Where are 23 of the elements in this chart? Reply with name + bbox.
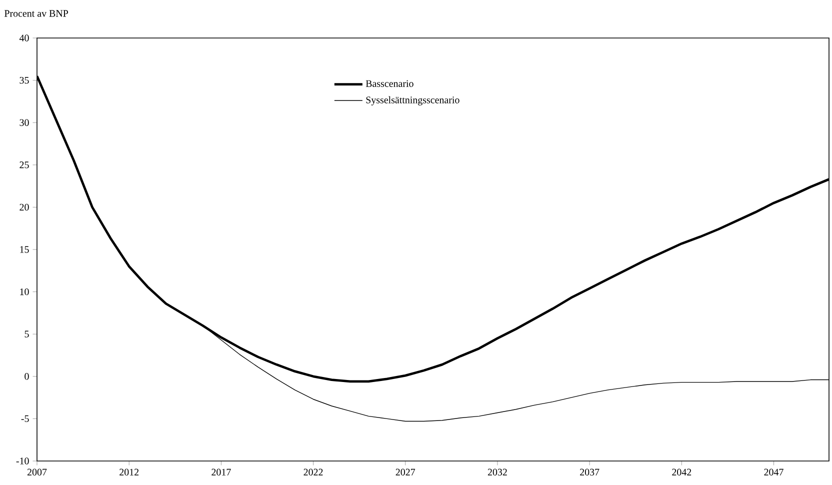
legend-label: Sysselsättningsscenario <box>366 96 460 106</box>
x-tick-label: 2047 <box>764 468 784 476</box>
y-tick-label: 20 <box>20 204 29 211</box>
x-tick-label: 2027 <box>396 468 416 476</box>
x-tick-label: 2007 <box>27 468 47 476</box>
legend-label: Basscenario <box>366 80 414 87</box>
y-tick-label: 25 <box>20 162 29 168</box>
y-tick-label: 30 <box>20 119 29 126</box>
x-tick-label: 2042 <box>672 468 692 476</box>
y-tick-label: 40 <box>19 34 29 42</box>
x-tick-label: 2022 <box>304 468 323 476</box>
x-tick-label: 2032 <box>488 468 507 476</box>
y-tick-label: 5 <box>24 330 29 338</box>
x-tick-label: 2017 <box>212 468 231 476</box>
y-tick-label: -5 <box>21 415 29 422</box>
y-tick-label: 10 <box>20 288 29 296</box>
y-axis-title: Procent av BNP <box>4 10 68 17</box>
y-tick-label: 15 <box>20 246 29 253</box>
y-tick-label: -10 <box>16 458 29 464</box>
y-tick-label: 35 <box>20 76 29 84</box>
x-tick-label: 2012 <box>120 468 139 476</box>
x-tick-label: 2037 <box>580 468 600 476</box>
y-tick-label: 0 <box>24 373 29 380</box>
